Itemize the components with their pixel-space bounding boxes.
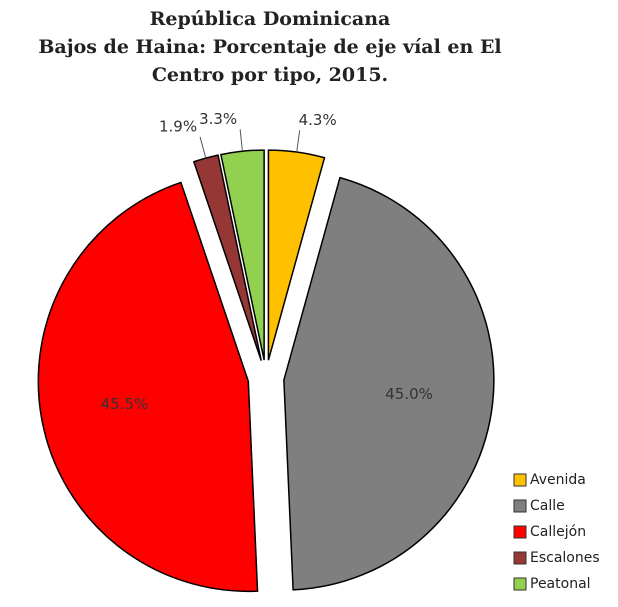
legend-label: Calle <box>530 498 565 514</box>
legend-swatch <box>513 473 527 487</box>
data-label: 45.0% <box>385 385 433 403</box>
legend-label: Peatonal <box>530 576 591 592</box>
legend-swatch <box>513 551 527 565</box>
legend-label: Escalones <box>530 550 600 566</box>
leader-line <box>296 130 301 153</box>
pie-slice <box>283 176 495 591</box>
chart-title: Bajos de Haina: Porcentaje de eje víal e… <box>38 36 501 58</box>
leader-line <box>239 129 243 152</box>
pie-slice <box>220 149 265 361</box>
chart-title: República Dominicana <box>150 8 391 30</box>
legend-label: Avenida <box>530 472 586 488</box>
data-label: 4.3% <box>299 111 337 129</box>
legend-swatch <box>513 499 527 513</box>
pie-slice <box>267 149 326 361</box>
chart-title: Centro por tipo, 2015. <box>152 64 388 86</box>
leader-line <box>199 136 207 159</box>
legend-label: Callejón <box>530 524 586 540</box>
pie-slice <box>37 181 259 593</box>
data-label: 45.5% <box>101 395 149 413</box>
data-label: 3.3% <box>199 110 237 128</box>
data-label: 1.9% <box>159 117 197 135</box>
legend-swatch <box>513 577 527 591</box>
legend-swatch <box>513 525 527 539</box>
